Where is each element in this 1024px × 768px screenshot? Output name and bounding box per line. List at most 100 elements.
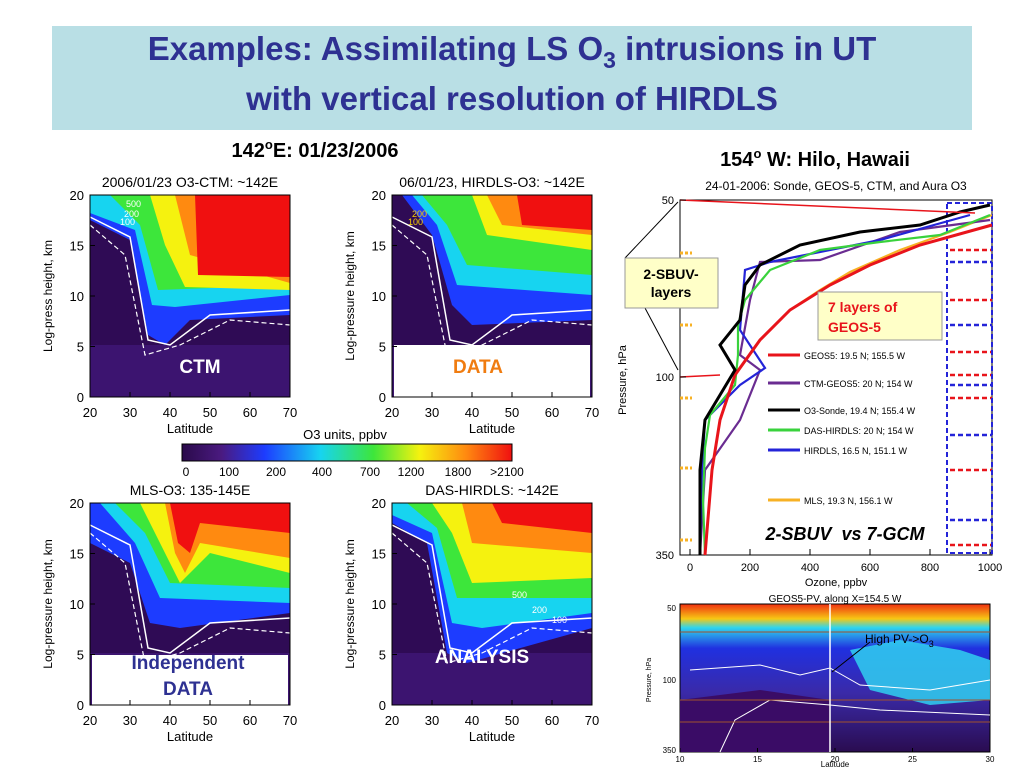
x-tick-label: 15 <box>753 755 762 764</box>
y-tick-label: 20 <box>70 496 84 511</box>
x-tick-label: 30 <box>425 405 439 420</box>
pv-annotation: High PV->O3 <box>865 632 934 649</box>
y-tick-label: 0 <box>77 698 84 713</box>
annotation-subscript: 3 <box>929 639 934 649</box>
x-tick-label: 70 <box>283 405 297 420</box>
contour-label: 200 <box>124 209 139 219</box>
profile-line <box>701 213 991 556</box>
x-tick-label: 10 <box>676 755 685 764</box>
annotation-text: High PV->O <box>865 632 929 646</box>
contour-label: 100 <box>120 217 135 227</box>
y-axis-label: Log-pressure height, km <box>41 539 55 668</box>
y-tick-label: 0 <box>77 390 84 405</box>
y-tick-label: 10 <box>372 597 386 612</box>
panel-title: DAS-HIRDLS: ~142E <box>425 482 558 498</box>
callout-text: 2-SBUV- <box>643 266 699 282</box>
panel-title: MLS-O3: 135-145E <box>130 482 251 498</box>
heading-text: 154 <box>720 149 754 171</box>
legend-label: DAS-HIRDLS: 20 N; 154 W <box>804 426 914 436</box>
panel-tag: DATA <box>163 679 213 700</box>
colorbar-tick-label: 0 <box>183 465 190 479</box>
contour-layer <box>90 503 290 553</box>
y-tick-label: 50 <box>667 604 676 613</box>
contour-label: 500 <box>512 590 527 600</box>
x-tick-label: 50 <box>505 713 519 728</box>
heading-text: E: 01/23/2006 <box>273 140 399 162</box>
x-tick-label: 600 <box>861 562 879 574</box>
panel-tag: Independent <box>132 653 246 674</box>
y-tick-label: 10 <box>372 289 386 304</box>
tag-box <box>394 345 590 397</box>
x-tick-label: 60 <box>243 713 257 728</box>
comparison-label: 2-SBUV vs 7-GCM <box>764 524 925 544</box>
y-tick-label: 100 <box>663 676 677 685</box>
colorbar-tick-label: 400 <box>312 465 332 479</box>
profile-line <box>698 218 991 556</box>
x-tick-label: 25 <box>908 755 917 764</box>
heading-sup: o <box>265 137 273 152</box>
x-axis-label: Ozone, ppbv <box>805 577 868 589</box>
x-tick-label: 40 <box>163 405 177 420</box>
pointer-arrow <box>679 374 721 378</box>
contour-line <box>89 524 291 654</box>
y-tick-label: 15 <box>70 547 84 562</box>
pv-title: GEOS5-PV, along X=154.5 W <box>769 594 902 605</box>
y-tick-label: 10 <box>70 289 84 304</box>
tag-box <box>92 655 288 705</box>
pointer-arrow <box>679 199 976 214</box>
callout-arrow <box>644 307 679 371</box>
callout-text: GEOS-5 <box>828 319 881 335</box>
x-tick-label: 70 <box>585 405 599 420</box>
heading-text: 142 <box>232 140 265 162</box>
slide-title: Examples: Assimilating LS O3 intrusions … <box>148 30 877 73</box>
x-axis-label: Latitude <box>469 729 515 744</box>
y-tick-label: 5 <box>379 648 386 663</box>
y-tick-label: 15 <box>372 239 386 254</box>
contour-line <box>391 216 593 346</box>
x-tick-label: 0 <box>687 562 693 574</box>
slide-title: with vertical resolution of HIRDLS <box>245 80 778 117</box>
contour-panel: Independent DATA <box>89 502 291 706</box>
panel-title: 2006/01/23 O3-CTM: ~142E <box>102 174 278 190</box>
y-tick-label: 0 <box>379 698 386 713</box>
x-tick-label: 30 <box>986 755 995 764</box>
x-tick-label: 20 <box>831 755 840 764</box>
legend-label: HIRDLS, 16.5 N, 151.1 W <box>804 446 908 456</box>
pv-contour <box>719 699 991 753</box>
contour-label: 100 <box>408 217 423 227</box>
colorbar-tick-label: 100 <box>219 465 239 479</box>
x-tick-label: 20 <box>385 713 399 728</box>
heading-sup: o <box>753 146 761 161</box>
y-tick-label: 350 <box>663 746 677 755</box>
panel-tag: ANALYSIS <box>435 647 529 668</box>
left-heading: 142oE: 01/23/2006 <box>232 137 399 162</box>
contour-line <box>391 532 593 664</box>
contour-layer <box>392 503 592 533</box>
y-axis-label: Log-pressure height, km <box>343 539 357 668</box>
colorbar-tick-label: 700 <box>360 465 380 479</box>
panel-tag: DATA <box>453 357 503 378</box>
panel-title: 06/01/23, HIRDLS-O3: ~142E <box>399 174 585 190</box>
title-box <box>52 26 972 130</box>
y-tick-label: 20 <box>372 496 386 511</box>
layer-box <box>946 202 993 554</box>
y-tick-label: 50 <box>662 195 674 207</box>
y-axis-label: Log-pressure height, km <box>343 231 357 360</box>
x-tick-label: 30 <box>425 713 439 728</box>
legend-label: GEOS5: 19.5 N; 155.5 W <box>804 351 906 361</box>
y-tick-label: 5 <box>77 340 84 355</box>
x-axis-label: Latitude <box>821 760 850 768</box>
legend-label: O3-Sonde, 19.4 N; 155.4 W <box>804 406 916 416</box>
profile-line <box>703 223 993 556</box>
x-tick-label: 800 <box>921 562 939 574</box>
panel-purple <box>392 653 592 705</box>
x-tick-label: 60 <box>243 405 257 420</box>
contour-line <box>89 216 291 346</box>
colorbar-tick-label: 1200 <box>398 465 425 479</box>
y-tick-label: 15 <box>372 547 386 562</box>
contour-label: 500 <box>126 199 141 209</box>
contour-line <box>391 224 593 356</box>
x-tick-label: 50 <box>505 405 519 420</box>
y-axis-label: Pressure, hPa <box>646 658 653 702</box>
